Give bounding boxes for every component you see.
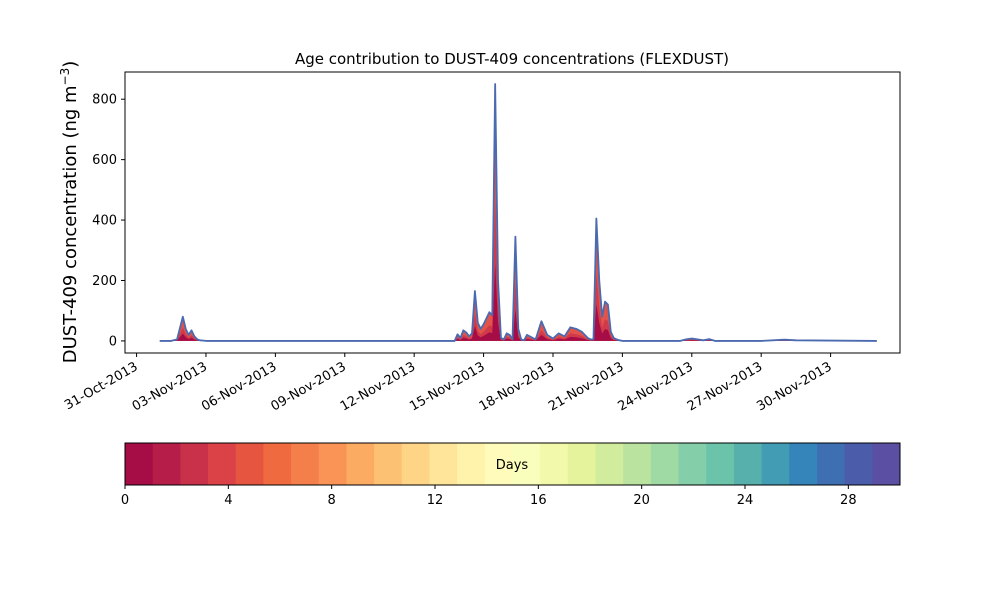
y-tick-label: 800 [92, 93, 117, 108]
colorbar-tick-label: 12 [427, 493, 444, 508]
chart-title: Age contribution to DUST-409 concentrati… [295, 50, 729, 68]
plot-frame [124, 71, 901, 354]
colorbar-cell [208, 443, 237, 485]
colorbar-cell [816, 443, 846, 485]
y-axis-label: DUST-409 concentration (ng m−3) [58, 61, 81, 364]
colorbar-cell [844, 443, 873, 485]
colorbar-cells [125, 443, 901, 485]
colorbar-cell [457, 443, 486, 485]
colorbar: Days 0 4 8 12 16 20 24 28 [121, 442, 901, 508]
colorbar-cell [512, 443, 541, 485]
colorbar-label: Days [496, 458, 529, 473]
colorbar-cell [235, 443, 264, 485]
colorbar-cell [401, 443, 430, 485]
x-tick-label: 31-Oct-2013 [62, 359, 140, 413]
colorbar-cell [567, 443, 597, 485]
y-axis-label-text: DUST-409 concentration (ng m [60, 85, 81, 363]
colorbar-cell [595, 443, 624, 485]
colorbar-cell [125, 443, 154, 485]
x-tick-label: 03-Nov-2013 [130, 359, 210, 414]
colorbar-cell [733, 443, 763, 485]
colorbar-cell [789, 443, 818, 485]
colorbar-cell [152, 443, 181, 485]
colorbar-tick-label: 28 [840, 493, 857, 508]
colorbar-cell [346, 443, 375, 485]
colorbar-cell [429, 443, 458, 485]
total-concentration-line [159, 83, 877, 342]
y-axis-label-unit-superscript: −3 [58, 68, 72, 86]
colorbar-cell [678, 443, 707, 485]
x-tick-label: 06-Nov-2013 [199, 359, 279, 414]
colorbar-cell [318, 443, 347, 485]
x-tick-label: 21-Nov-2013 [546, 359, 626, 414]
x-tick-label: 15-Nov-2013 [407, 359, 487, 414]
y-tick-label: 600 [92, 153, 117, 168]
colorbar-cell [706, 443, 735, 485]
x-tick-label: 12-Nov-2013 [338, 359, 418, 414]
colorbar-cell [872, 443, 901, 485]
x-tick-label: 27-Nov-2013 [685, 359, 765, 414]
x-tick-label: 18-Nov-2013 [477, 359, 557, 414]
y-tick-label: 200 [92, 274, 117, 289]
colorbar-cell [263, 443, 292, 485]
colorbar-cell [761, 443, 790, 485]
colorbar-tick-label: 0 [121, 493, 129, 508]
colorbar-frame [124, 442, 901, 486]
y-axis-label-close: ) [60, 61, 81, 68]
y-axis-ticks: 0 200 400 600 800 [92, 93, 125, 349]
colorbar-tick-label: 24 [737, 493, 754, 508]
colorbar-cell [291, 443, 320, 485]
colorbar-tick-label: 4 [224, 493, 232, 508]
colorbar-cell [374, 443, 403, 485]
colorbar-tick-label: 20 [633, 493, 650, 508]
colorbar-cell [540, 443, 569, 485]
x-tick-label: 24-Nov-2013 [616, 359, 696, 414]
series-layer [159, 83, 877, 342]
y-tick-label: 400 [92, 214, 117, 229]
colorbar-cell [180, 443, 209, 485]
x-tick-label: 09-Nov-2013 [269, 359, 349, 414]
colorbar-tick-label: 16 [530, 493, 547, 508]
x-tick-label: 30-Nov-2013 [754, 359, 834, 414]
colorbar-cell [650, 443, 680, 485]
colorbar-ticks: 0 4 8 12 16 20 24 28 [121, 485, 857, 508]
plot-area: 0 200 400 600 800 31-Oct-201303-Nov-201306-N… [62, 71, 901, 414]
colorbar-cell [623, 443, 652, 485]
colorbar-tick-label: 8 [328, 493, 336, 508]
x-axis-ticks: 31-Oct-201303-Nov-201306-Nov-201309-Nov-… [62, 353, 835, 414]
colorbar-cell [484, 443, 513, 485]
y-tick-label: 0 [109, 334, 117, 349]
